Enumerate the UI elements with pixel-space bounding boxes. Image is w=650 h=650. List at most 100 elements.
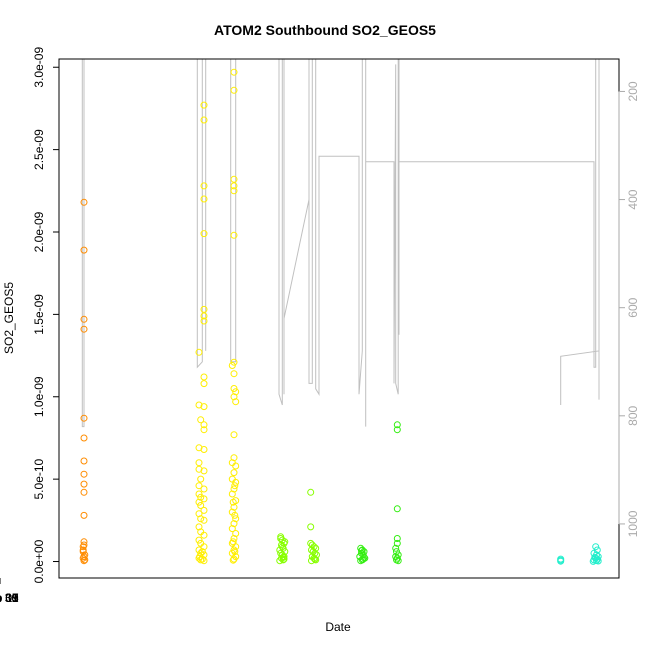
data-point xyxy=(394,557,402,565)
data-point xyxy=(81,556,89,564)
data-point xyxy=(393,505,401,513)
data-point xyxy=(592,543,600,551)
data-point xyxy=(358,546,366,554)
data-point xyxy=(195,490,203,498)
data-point xyxy=(200,403,208,411)
secondary-tick-label: 1000 xyxy=(626,510,640,537)
data-point xyxy=(230,175,238,183)
data-point xyxy=(80,315,88,323)
data-point xyxy=(359,555,367,563)
data-point xyxy=(197,502,205,509)
data-point xyxy=(195,523,203,531)
data-point xyxy=(79,548,87,556)
data-point xyxy=(230,485,238,493)
data-point xyxy=(230,358,238,366)
data-point xyxy=(200,317,208,325)
data-point xyxy=(277,535,285,542)
secondary-y-axis: 200 400 600 800 1000 xyxy=(618,81,640,537)
data-point xyxy=(200,195,208,203)
data-point xyxy=(307,488,315,496)
y-axis-label: SO2_GEOS5 xyxy=(2,282,16,354)
data-point xyxy=(195,482,203,490)
data-point xyxy=(200,485,208,493)
pressure-line-layer xyxy=(81,58,600,428)
x-tick-label: Feb 07 xyxy=(0,591,19,605)
points-layer xyxy=(79,68,602,565)
y-tick-label: 2.0e-09 xyxy=(32,211,46,252)
data-point xyxy=(195,348,203,356)
data-point xyxy=(195,536,203,544)
data-point xyxy=(231,548,239,556)
data-point xyxy=(80,457,88,465)
data-point xyxy=(197,493,205,501)
secondary-tick-label: 800 xyxy=(626,405,640,425)
x-axis: Jan 30Feb 01Feb 03Feb 05Feb 07Feb 09Feb … xyxy=(0,578,19,605)
data-point xyxy=(80,538,88,546)
y-tick-label: 2.5e-09 xyxy=(32,129,46,170)
data-point xyxy=(393,421,401,429)
data-point xyxy=(200,116,208,124)
y-tick-label: 0.0e+00 xyxy=(32,539,46,583)
data-point xyxy=(358,547,365,555)
data-point xyxy=(230,503,238,511)
data-point xyxy=(195,465,203,473)
data-point xyxy=(200,467,208,475)
data-point xyxy=(280,555,288,563)
data-point xyxy=(393,548,400,556)
data-point xyxy=(279,556,287,564)
data-point xyxy=(232,478,240,486)
data-point xyxy=(80,198,88,206)
data-point xyxy=(311,555,319,563)
y-tick-label: 1.5e-09 xyxy=(32,294,46,335)
data-point xyxy=(80,511,88,519)
y-tick-label: 3.0e-09 xyxy=(32,47,46,88)
data-point xyxy=(231,511,239,519)
data-point xyxy=(80,488,88,496)
data-point xyxy=(589,557,597,565)
data-point xyxy=(557,557,565,565)
data-point xyxy=(195,510,203,518)
data-point xyxy=(229,498,237,506)
y-axis: 0.0e+00 5.0e-10 1.0e-09 1.5e-09 2.0e-09 2.5e-… xyxy=(32,47,60,583)
data-point xyxy=(230,520,238,528)
data-point xyxy=(200,373,208,381)
data-point xyxy=(80,480,88,488)
data-point xyxy=(232,398,240,406)
data-point xyxy=(200,426,208,434)
data-point xyxy=(230,385,238,392)
data-point xyxy=(198,548,206,556)
data-point xyxy=(200,182,208,190)
data-point xyxy=(307,523,315,531)
data-point xyxy=(232,530,240,537)
data-point xyxy=(200,495,208,503)
secondary-tick-label: 600 xyxy=(626,297,640,317)
data-point xyxy=(594,557,602,565)
x-tick-label: Jan 30 xyxy=(0,591,18,605)
x-tick-label: Feb 09 xyxy=(0,591,19,605)
data-point xyxy=(79,543,87,551)
data-point xyxy=(195,459,203,467)
data-point xyxy=(80,325,88,333)
data-point xyxy=(230,393,238,401)
data-point xyxy=(230,182,238,190)
data-point xyxy=(230,454,238,462)
data-point xyxy=(197,416,205,424)
data-point xyxy=(200,230,208,238)
data-point xyxy=(200,305,208,313)
y-tick-label: 1.0e-09 xyxy=(32,376,46,417)
data-point xyxy=(393,426,401,434)
data-point xyxy=(200,421,208,429)
data-point xyxy=(200,312,208,320)
data-point xyxy=(392,544,400,552)
data-point xyxy=(195,444,203,452)
pressure-line xyxy=(81,58,600,428)
chart-title: ATOM2 Southbound SO2_GEOS5 xyxy=(214,22,436,38)
x-axis-label: Date xyxy=(325,620,351,634)
data-point xyxy=(312,556,320,564)
data-point xyxy=(229,556,237,564)
data-point xyxy=(200,380,208,388)
data-point xyxy=(230,370,238,378)
data-point xyxy=(200,506,208,514)
data-point xyxy=(195,546,203,554)
